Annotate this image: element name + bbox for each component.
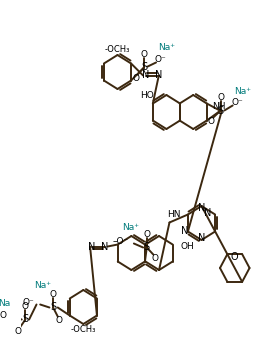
Text: O: O: [231, 252, 239, 262]
Text: O: O: [143, 230, 150, 239]
Text: Na⁺: Na⁺: [158, 43, 175, 52]
Text: N: N: [198, 233, 205, 243]
Text: S: S: [50, 302, 56, 313]
Text: N: N: [88, 241, 96, 252]
Text: S: S: [218, 106, 224, 115]
Text: O: O: [152, 254, 159, 263]
Text: –O⁻: –O⁻: [112, 237, 128, 246]
Text: Na: Na: [0, 299, 11, 308]
Text: O⁻: O⁻: [155, 55, 166, 64]
Text: HO: HO: [140, 91, 154, 99]
Text: -OCH₃: -OCH₃: [105, 44, 130, 54]
Text: O: O: [50, 290, 57, 299]
Text: N: N: [181, 226, 189, 237]
Text: O: O: [22, 302, 29, 311]
Text: O: O: [14, 327, 21, 336]
Text: Na⁺: Na⁺: [234, 87, 251, 96]
Text: OH: OH: [180, 242, 194, 251]
Text: Na⁺: Na⁺: [34, 281, 51, 290]
Text: S: S: [141, 63, 147, 72]
Text: -OCH₃: -OCH₃: [71, 325, 96, 335]
Text: N: N: [101, 241, 109, 252]
Text: O⁻: O⁻: [23, 298, 35, 307]
Text: O: O: [208, 117, 215, 126]
Text: O: O: [0, 311, 7, 320]
Text: O: O: [217, 93, 224, 102]
Text: O: O: [140, 50, 147, 59]
Text: N: N: [204, 208, 212, 218]
Text: S: S: [144, 242, 150, 253]
Text: N: N: [198, 203, 205, 213]
Text: Na⁺: Na⁺: [122, 223, 139, 232]
Text: S: S: [22, 314, 28, 324]
Text: NH: NH: [212, 102, 226, 111]
Text: N: N: [155, 71, 162, 80]
Text: O: O: [132, 74, 139, 83]
Text: HN: HN: [167, 210, 181, 219]
Text: O: O: [55, 316, 62, 325]
Text: N: N: [142, 71, 150, 80]
Text: O⁻: O⁻: [231, 98, 243, 107]
